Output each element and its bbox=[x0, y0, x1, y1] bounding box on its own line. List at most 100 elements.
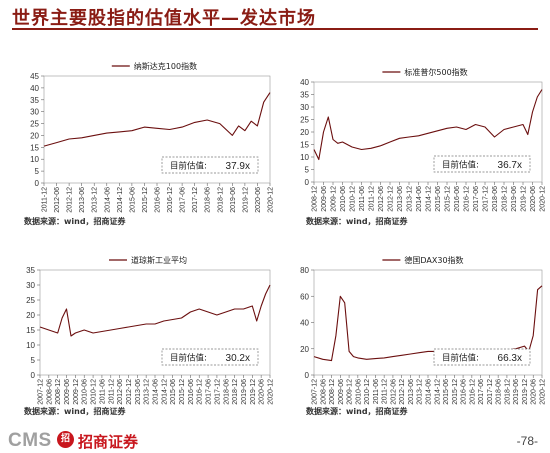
x-tick-label: 2018-12 bbox=[502, 186, 509, 212]
x-tick-label: 2009-12 bbox=[331, 186, 338, 212]
x-tick-label: 2013-12 bbox=[92, 187, 99, 213]
x-tick-label: 2013-06 bbox=[135, 379, 142, 405]
y-tick-label: 25 bbox=[26, 296, 35, 305]
x-tick-label: 2012-12 bbox=[399, 379, 406, 405]
y-tick-label: 60 bbox=[300, 292, 309, 301]
x-tick-label: 2013-12 bbox=[144, 379, 151, 405]
y-tick-label: 35 bbox=[26, 266, 35, 275]
x-tick-label: 2009-12 bbox=[347, 379, 354, 405]
x-tick-label: 2014-06 bbox=[416, 186, 423, 212]
y-tick-label: 0 bbox=[31, 371, 36, 380]
legend-label: 道琼斯工业平均 bbox=[131, 255, 187, 265]
chart-panel-dax30: 0 20 40 60 80 2007-12 2008-06 2008-12 2009-06 200… bbox=[292, 246, 550, 405]
y-tick-label: 30 bbox=[300, 103, 309, 112]
y-tick-label: 0 bbox=[35, 179, 40, 188]
x-tick-label: 2007-12 bbox=[38, 379, 45, 405]
chart-dax30: 0 20 40 60 80 2007-12 2008-06 2008-12 2009-06 200… bbox=[300, 255, 546, 405]
x-tick-label: 2011-12 bbox=[382, 379, 389, 404]
x-tick-label: 2010-12 bbox=[364, 379, 371, 405]
y-tick-label: 40 bbox=[30, 84, 39, 93]
x-tick-label: 2014-06 bbox=[153, 379, 160, 405]
x-tick-label: 2008-06 bbox=[320, 379, 327, 405]
x-tick-label: 2008-12 bbox=[312, 186, 319, 212]
current-value-box bbox=[433, 348, 531, 366]
x-tick-label: 2009-06 bbox=[321, 186, 328, 212]
x-tick-label: 2016-06 bbox=[461, 379, 468, 405]
x-tick-label: 2010-06 bbox=[82, 379, 89, 405]
logo-cn-text: 招商证券 bbox=[78, 433, 139, 451]
x-tick-label: 2013-06 bbox=[408, 379, 415, 405]
y-tick-label: 5 bbox=[31, 356, 36, 365]
chart-nasdaq100: 0 5 10 15 20 25 30 35 40 45 2011-12 2012-06 2012-12 2… bbox=[30, 61, 274, 213]
x-tick-label: 2015-12 bbox=[179, 379, 186, 405]
x-tick-label: 2011-12 bbox=[369, 186, 376, 211]
y-tick-label: 10 bbox=[26, 341, 35, 350]
x-tick-label: 2013-12 bbox=[417, 379, 424, 405]
x-tick-label: 2017-06 bbox=[478, 379, 485, 405]
current-value: 37.9x bbox=[226, 161, 250, 172]
logo-mark-icon: 招 bbox=[57, 431, 74, 448]
y-tick-label: 30 bbox=[30, 108, 39, 117]
x-tick-label: 2012-12 bbox=[388, 186, 395, 212]
legend-label: 标准普尔500指数 bbox=[404, 67, 467, 77]
x-tick-label: 2012-06 bbox=[378, 186, 385, 212]
y-tick-label: 80 bbox=[300, 266, 309, 275]
x-tick-label: 2013-12 bbox=[407, 186, 414, 212]
x-tick-label: 2014-06 bbox=[104, 187, 111, 213]
y-tick-label: 35 bbox=[30, 96, 39, 105]
x-tick-label: 2016-06 bbox=[155, 187, 162, 213]
x-tick-label: 2016-12 bbox=[197, 379, 204, 405]
current-value-label: 目前估值: bbox=[170, 353, 207, 364]
x-tick-label: 2020-06 bbox=[255, 187, 262, 213]
x-tick-label: 2016-12 bbox=[469, 379, 476, 405]
chart-source-djia: 数据来源：wind，招商证券 bbox=[24, 407, 126, 416]
x-tick-label: 2011-12 bbox=[42, 187, 49, 212]
x-tick-label: 2019-06 bbox=[513, 379, 520, 405]
x-tick-label: 2018-12 bbox=[504, 379, 511, 405]
x-tick-label: 2011-06 bbox=[99, 379, 106, 404]
x-tick-label: 2018-06 bbox=[496, 379, 503, 405]
page-footer: CMS 招 招商证券 -78- bbox=[0, 428, 550, 453]
x-tick-label: 2017-06 bbox=[473, 186, 480, 212]
x-tick-label: 2013-06 bbox=[79, 187, 86, 213]
x-tick-label: 2017-06 bbox=[180, 187, 187, 213]
x-tick-label: 2017-12 bbox=[487, 379, 494, 405]
x-tick-label: 2014-12 bbox=[426, 186, 433, 212]
y-tick-label: 5 bbox=[305, 166, 310, 175]
x-tick-label: 2010-12 bbox=[350, 186, 357, 212]
y-tick-label: 10 bbox=[300, 153, 309, 162]
y-tick-label: 0 bbox=[305, 371, 310, 380]
x-tick-label: 2019-12 bbox=[242, 187, 249, 213]
page-number: -78- bbox=[516, 434, 538, 448]
x-tick-label: 2014-12 bbox=[434, 379, 441, 405]
chart-panel-djia: 0 5 10 15 20 25 30 35 2007-12 2008-06 2008-12 2009-… bbox=[18, 246, 280, 405]
x-tick-label: 2016-12 bbox=[167, 187, 174, 213]
current-value-label: 目前估值: bbox=[442, 160, 479, 171]
y-tick-label: 15 bbox=[300, 141, 309, 150]
y-tick-label: 40 bbox=[300, 319, 309, 328]
x-tick-label: 2015-06 bbox=[443, 379, 450, 405]
x-tick-label: 2015-06 bbox=[435, 186, 442, 212]
legend-label: 德国DAX30指数 bbox=[404, 255, 463, 265]
current-value: 30.2x bbox=[226, 353, 250, 364]
x-tick-label: 2019-12 bbox=[250, 379, 257, 405]
x-tick-label: 2020-12 bbox=[268, 379, 275, 405]
x-tick-label: 2015-12 bbox=[445, 186, 452, 212]
x-tick-label: 2015-06 bbox=[170, 379, 177, 405]
current-value-box bbox=[161, 348, 259, 366]
x-tick-label: 2019-06 bbox=[511, 186, 518, 212]
x-tick-label: 2010-06 bbox=[355, 379, 362, 405]
y-tick-label: 30 bbox=[26, 281, 35, 290]
page-title: 世界主要股指的估值水平—发达市场 bbox=[12, 8, 316, 29]
x-tick-label: 2012-06 bbox=[54, 187, 61, 213]
x-tick-label: 2020-06 bbox=[530, 186, 537, 212]
legend-label: 纳斯达克100指数 bbox=[134, 61, 197, 71]
x-tick-label: 2011-12 bbox=[108, 379, 115, 404]
x-tick-label: 2018-12 bbox=[232, 379, 239, 405]
x-tick-label: 2015-06 bbox=[129, 187, 136, 213]
chart-source-nasdaq100: 数据来源：wind，招商证券 bbox=[24, 217, 126, 226]
current-value-label: 目前估值: bbox=[170, 161, 207, 172]
current-value-box bbox=[161, 156, 259, 174]
x-tick-label: 2012-06 bbox=[117, 379, 124, 405]
